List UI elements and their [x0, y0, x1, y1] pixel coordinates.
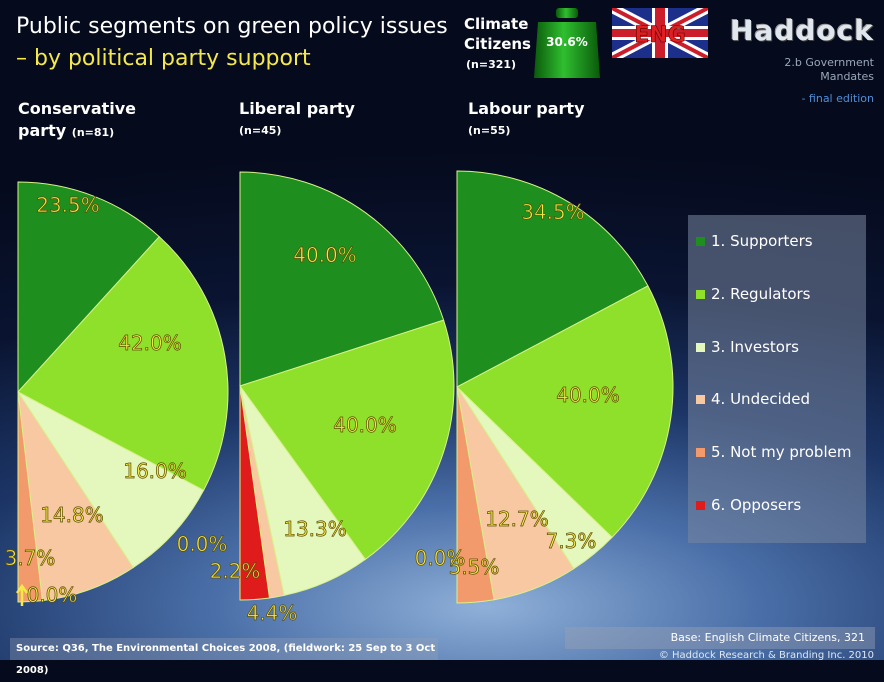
legend: 1. Supporters 2. Regulators 3. Investors…: [688, 215, 866, 543]
legend-item-regulators: 2. Regulators: [696, 285, 811, 303]
climate-citizens-value: 30.6%: [546, 35, 588, 49]
pie-slice: [239, 171, 445, 387]
pie-slice: [17, 391, 43, 603]
legend-item-investors: 3. Investors: [696, 338, 799, 356]
source-note: Source: Q36, The Environmental Choices 2…: [10, 638, 438, 676]
pie-slice: [17, 391, 205, 569]
legend-swatch: [696, 448, 705, 457]
data-label: 13.3%: [283, 517, 347, 541]
flag-text: ENG: [634, 23, 686, 48]
brand-logo: Haddock: [730, 14, 874, 47]
data-label: 5.5%: [449, 555, 500, 579]
data-label: 23.5%: [36, 193, 100, 217]
legend-swatch: [696, 290, 705, 299]
england-flag-icon: ENG: [612, 8, 708, 58]
legend-item-undecided: 4. Undecided: [696, 390, 810, 408]
pie-slice: [456, 170, 649, 388]
copyright: © Haddock Research & Branding Inc. 2010: [658, 650, 874, 661]
legend-swatch: [696, 501, 705, 510]
report-section-2: Mandates: [820, 70, 874, 83]
legend-item-not-my-problem: 5. Not my problem: [696, 443, 851, 461]
legend-item-opposers: 6. Opposers: [696, 496, 801, 514]
data-label: 0.0%: [27, 583, 78, 607]
data-label: 14.8%: [40, 503, 104, 527]
pie-slice: [456, 285, 674, 539]
pie-slice: [17, 181, 161, 394]
legend-swatch: [696, 237, 705, 246]
legend-swatch: [696, 343, 705, 352]
pie-slice: [239, 319, 455, 561]
edition-label: - final edition: [801, 92, 874, 105]
pie-charts: 23.5% 42.0% 16.0% 14.8% 3.7% 0.0% 40.0% 40.0% 13…: [4, 170, 674, 625]
party-label-labour: Labour party (n=55): [468, 99, 585, 137]
arrow-icon: [15, 583, 29, 606]
party-label-liberal: Liberal party (n=45): [239, 99, 355, 137]
page-title: Public segments on green policy issues: [16, 14, 448, 39]
pie-slice: [17, 235, 229, 491]
base-note: Base: English Climate Citizens, 321: [565, 627, 875, 649]
data-label: 12.7%: [485, 507, 549, 531]
pie-slice: [456, 386, 495, 604]
legend-swatch: [696, 395, 705, 404]
data-label: 40.0%: [333, 413, 397, 437]
climate-citizens-label: Climate Citizens: [464, 15, 531, 53]
weight-icon: 30.6%: [534, 8, 600, 78]
data-label: 42.0%: [118, 331, 182, 355]
pie-slice: [17, 391, 134, 602]
data-label: 0.0%: [177, 532, 228, 556]
data-label: 3.7%: [5, 546, 56, 570]
data-label: 34.5%: [521, 200, 585, 224]
data-label: 16.0%: [123, 459, 187, 483]
report-section: 2.b Government: [784, 56, 874, 69]
data-label: 2.2%: [210, 559, 261, 583]
party-label-conservative: Conservative party (n=81): [18, 99, 137, 140]
data-label: 40.0%: [293, 243, 357, 267]
legend-item-supporters: 1. Supporters: [696, 232, 813, 250]
data-label: 4.4%: [247, 601, 298, 625]
climate-citizens-n: (n=321): [466, 58, 517, 71]
pie-slice: [239, 385, 271, 601]
page-subtitle: – by political party support: [16, 46, 311, 71]
data-label: 7.3%: [546, 529, 597, 553]
data-label: 0.0%: [415, 546, 466, 570]
data-label: 40.0%: [556, 383, 620, 407]
